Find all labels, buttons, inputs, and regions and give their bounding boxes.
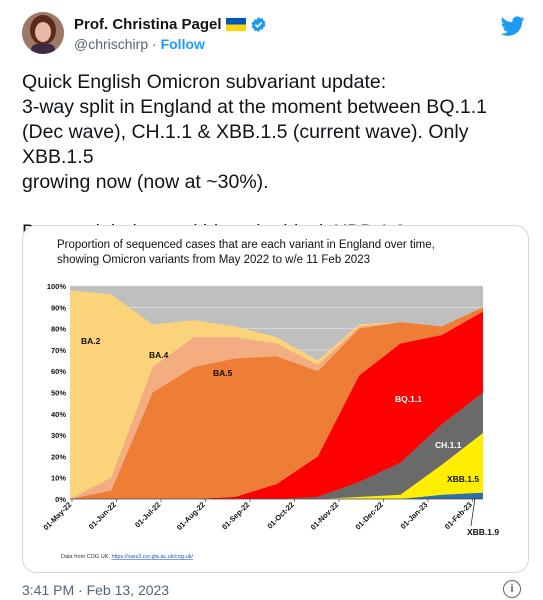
chart-series-label: XBB.1.5 xyxy=(447,474,479,484)
chart-y-tick-label: 20% xyxy=(51,452,66,461)
chart-title-line: showing Omicron variants from May 2022 t… xyxy=(57,254,370,266)
chart-area-xbb19 xyxy=(70,492,483,499)
chart-area-xbb15 xyxy=(70,432,483,499)
twitter-bird-icon[interactable] xyxy=(501,14,525,38)
avatar[interactable] xyxy=(22,12,64,54)
avatar-image xyxy=(22,12,64,54)
chart-area-ba2 xyxy=(70,290,483,499)
variant-area-chart: BA.2 BA.4 BA.5 BQ.1.1 CH.1.1 XBB.1.5 XBB.1.9 0%… xyxy=(41,282,499,560)
chart-x-tick-label: 01-May-22 xyxy=(41,500,73,532)
chart-series-label: BA.5 xyxy=(213,368,233,378)
chart-y-tick-label: 80% xyxy=(51,325,66,334)
tweet-header: Prof. Christina Pagel @chrischirp · Foll… xyxy=(22,12,527,56)
chart-source-link[interactable]: https://sars2.cvr.gla.ac.uk/cog-uk/ xyxy=(111,554,193,560)
chart-y-tick-label: 30% xyxy=(51,431,66,440)
tweet-line: growing now (now at ~30%). xyxy=(22,171,269,193)
tweet-line: (Dec wave), CH.1.1 & XBB.1.5 (current wa… xyxy=(22,121,469,168)
ukraine-flag-icon xyxy=(225,18,246,31)
author-handle[interactable]: @chrischirp xyxy=(74,36,149,52)
chart-y-tick-label: 10% xyxy=(51,474,66,483)
separator-dot: · xyxy=(152,36,157,52)
tweet-timestamp[interactable]: 3:41 PM · Feb 13, 2023 xyxy=(22,582,170,598)
chart-y-tick-label: 60% xyxy=(51,367,66,376)
chart-title-line: Proportion of sequenced cases that are e… xyxy=(57,239,435,251)
tweet-text: Quick English Omicron subvariant update:… xyxy=(22,70,527,245)
chart-area-bq11 xyxy=(70,311,483,499)
chart-x-tick-label: 01-Sep-22 xyxy=(220,500,251,531)
chart-series-label: CH.1.1 xyxy=(435,440,462,450)
author-name-line: Prof. Christina Pagel xyxy=(74,16,267,33)
chart-x-tick-label: 01-Jan-23 xyxy=(399,500,430,531)
info-icon[interactable]: i xyxy=(503,580,521,598)
tweet-line: Quick English Omicron subvariant update: xyxy=(22,71,387,93)
chart-x-tick-label: 01-Nov-22 xyxy=(309,500,341,532)
chart-x-tick-label: 01-Jul-22 xyxy=(133,500,162,529)
chart-y-tick-label: 100% xyxy=(47,282,67,291)
chart-y-tick-label: 40% xyxy=(51,410,66,419)
chart-series-label: BA.4 xyxy=(149,350,169,360)
chart-y-tick-label: 70% xyxy=(51,346,66,355)
chart-annotation-pointer xyxy=(470,497,476,527)
tweet-line: 3-way split in England at the moment bet… xyxy=(22,96,488,118)
chart-x-tick-label: 01-Dec-22 xyxy=(353,500,384,531)
author-name[interactable]: Prof. Christina Pagel xyxy=(74,16,222,33)
follow-button[interactable]: Follow xyxy=(160,36,205,52)
chart-source-note: Data from COG UK, https://sars2.cvr.gla.… xyxy=(61,554,194,560)
chart-series-label: XBB.1.9 xyxy=(467,527,499,537)
chart-x-tick-label: 01-Oct-22 xyxy=(265,500,296,531)
author-handle-line: @chrischirp · Follow xyxy=(74,36,205,52)
chart-y-tick-label: 90% xyxy=(51,303,66,312)
chart-x-tick-label: 01-Aug-22 xyxy=(175,500,207,532)
chart-area-ba4 xyxy=(70,307,483,499)
chart-area-ba5 xyxy=(70,307,483,499)
chart-y-tick-label: 50% xyxy=(51,389,66,398)
chart-title: Proportion of sequenced cases that are e… xyxy=(57,238,435,268)
chart-y-tick-label: 0% xyxy=(55,495,66,504)
chart-series-label: BA.2 xyxy=(81,336,101,346)
verified-badge-icon xyxy=(251,17,265,32)
chart-x-tick-label: 01-Jun-22 xyxy=(87,500,118,531)
tweet-media-image[interactable]: Proportion of sequenced cases that are e… xyxy=(22,225,529,573)
chart-series-label: BQ.1.1 xyxy=(395,394,422,404)
